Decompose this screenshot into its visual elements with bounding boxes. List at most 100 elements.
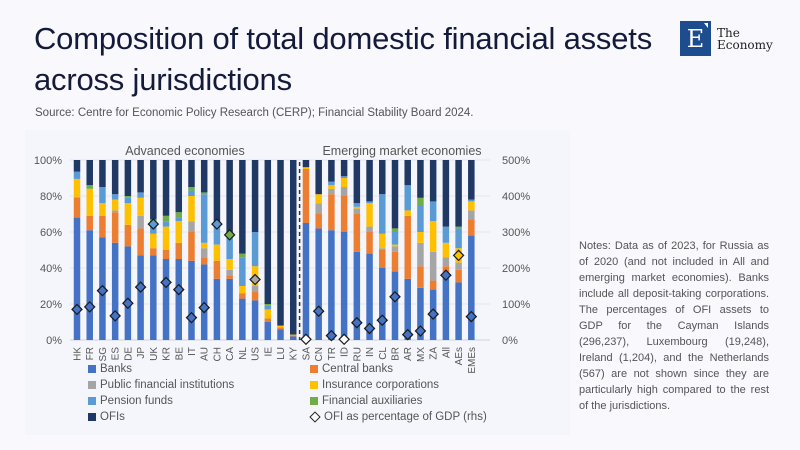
bar-segment-pension-funds [417,205,424,232]
bar-segment-pension-funds [111,194,119,200]
x-tick-label: CN [314,347,325,361]
bar-segment-insurance-corporations [289,334,297,336]
logo-line-1: The [717,25,740,40]
y-left-tick-label: 100% [34,155,62,167]
ofi-gdp-marker [211,218,223,230]
bar-segment-insurance-corporations [277,325,284,328]
bar-segment-insurance-corporations [468,201,475,211]
group-label-advanced: Advanced economies [125,144,245,158]
y-right-tick-label: 200% [502,263,530,275]
bar-segment-banks [86,230,93,340]
bar-segment-insurance-corporations [188,196,195,222]
y-right-tick-label: 100% [502,299,530,311]
bar-segment-ofis [162,160,170,216]
bar-segment-ofis [239,160,246,254]
bar-segment-banks [289,336,297,340]
source-note: Source: Centre for Economic Policy Resea… [35,107,474,119]
bar-segment-public-financial-institutions [137,215,144,229]
bar-segment-banks [150,255,157,340]
bar-segment-ofis [200,160,208,193]
ofi-gdp-marker [185,311,198,324]
bar-segment-public-financial-institutions [379,248,386,250]
brand-logo: E The Economy [680,21,773,56]
x-tick-label: DE [123,347,134,361]
legend-swatch-icon [310,381,318,389]
bar-segment-central-banks [124,224,132,247]
x-tick-label: AR [403,347,414,361]
bar-segment-banks [404,278,411,340]
x-tick-label: JP [136,347,147,359]
bar-segment-banks [239,298,246,340]
legend-swatch-icon [88,365,96,373]
bar-segment-ofis [328,160,335,182]
x-tick-label: EMEs [467,347,478,374]
ofi-gdp-marker [71,303,83,316]
bar-segment-financial-auxiliaries [188,187,195,191]
bar-segment-insurance-corporations [417,232,424,243]
x-tick-label: All [441,347,452,358]
bar-segment-ofis [137,160,144,193]
bar-segment-central-banks [277,327,284,330]
bar-segment-public-financial-institutions [468,210,475,220]
ofi-gdp-marker [338,333,350,346]
bar-segment-public-financial-institutions [429,251,437,281]
bar-segment-insurance-corporations [391,244,399,247]
bar-segment-pension-funds [429,201,437,222]
legend-item: Pension funds [88,395,173,407]
bar-segment-ofis [124,160,132,196]
y-left-tick-label: 40% [40,263,62,275]
bar-segment-insurance-corporations [404,210,411,216]
bar-segment-public-financial-institutions [111,210,119,213]
bar-segment-ofis [442,160,450,227]
bar-segment-banks [468,235,475,340]
bar-segment-central-banks [289,335,297,337]
ofi-gdp-marker [223,229,236,241]
bar-segment-insurance-corporations [239,286,246,294]
x-tick-label: FR [85,347,96,360]
bar-segment-public-financial-institutions [455,262,462,270]
x-tick-label: IN [365,347,376,357]
bar-segment-financial-auxiliaries [162,215,170,222]
bar-segment-insurance-corporations [379,233,386,249]
bar-segment-financial-auxiliaries [264,304,272,306]
bar-segment-insurance-corporations [442,242,450,258]
bar-segment-financial-auxiliaries [239,253,246,258]
x-tick-label: AU [200,347,211,361]
bar-segment-banks [366,253,373,340]
bar-segment-central-banks [366,232,373,254]
bar-segment-central-banks [213,260,221,279]
bar-segment-ofis [111,160,119,195]
bar-segment-central-banks [111,212,119,243]
bar-segment-banks [455,282,462,340]
bar-segment-public-financial-institutions [353,208,361,214]
bar-segment-insurance-corporations [86,188,93,216]
bar-segment-pension-funds [200,194,208,243]
bar-segment-insurance-corporations [73,178,81,197]
legend-swatch-icon [88,413,96,421]
bar-segment-pension-funds [379,194,386,234]
bar-segment-insurance-corporations [340,178,348,187]
bar-segment-ofis [340,160,348,177]
bar-segment-central-banks [99,215,106,238]
x-tick-label: SA [301,347,312,361]
bar-segment-pension-funds [366,201,373,204]
logo-line-2: Economy [717,37,773,52]
bar-segment-central-banks [200,257,208,265]
bar-segment-central-banks [455,269,462,283]
bar-segment-insurance-corporations [302,167,310,169]
x-tick-label: CA [225,347,236,361]
bar-segment-insurance-corporations [366,203,373,227]
x-tick-label: KR [162,347,173,361]
y-right-tick-label: 300% [502,227,530,239]
y-right-tick-label: 500% [502,155,530,167]
ofi-gdp-marker [249,273,261,286]
ofi-gdp-marker [109,310,122,322]
x-tick-label: AEs [454,347,465,365]
bar-segment-public-financial-institutions [251,286,259,292]
legend-label: Financial auxiliaries [322,395,423,407]
bar-segment-banks [124,246,132,340]
bar-segment-pension-funds [99,187,106,204]
bar-segment-central-banks [150,248,157,256]
bar-segment-insurance-corporations [137,197,144,216]
bar-segment-banks [226,278,233,340]
